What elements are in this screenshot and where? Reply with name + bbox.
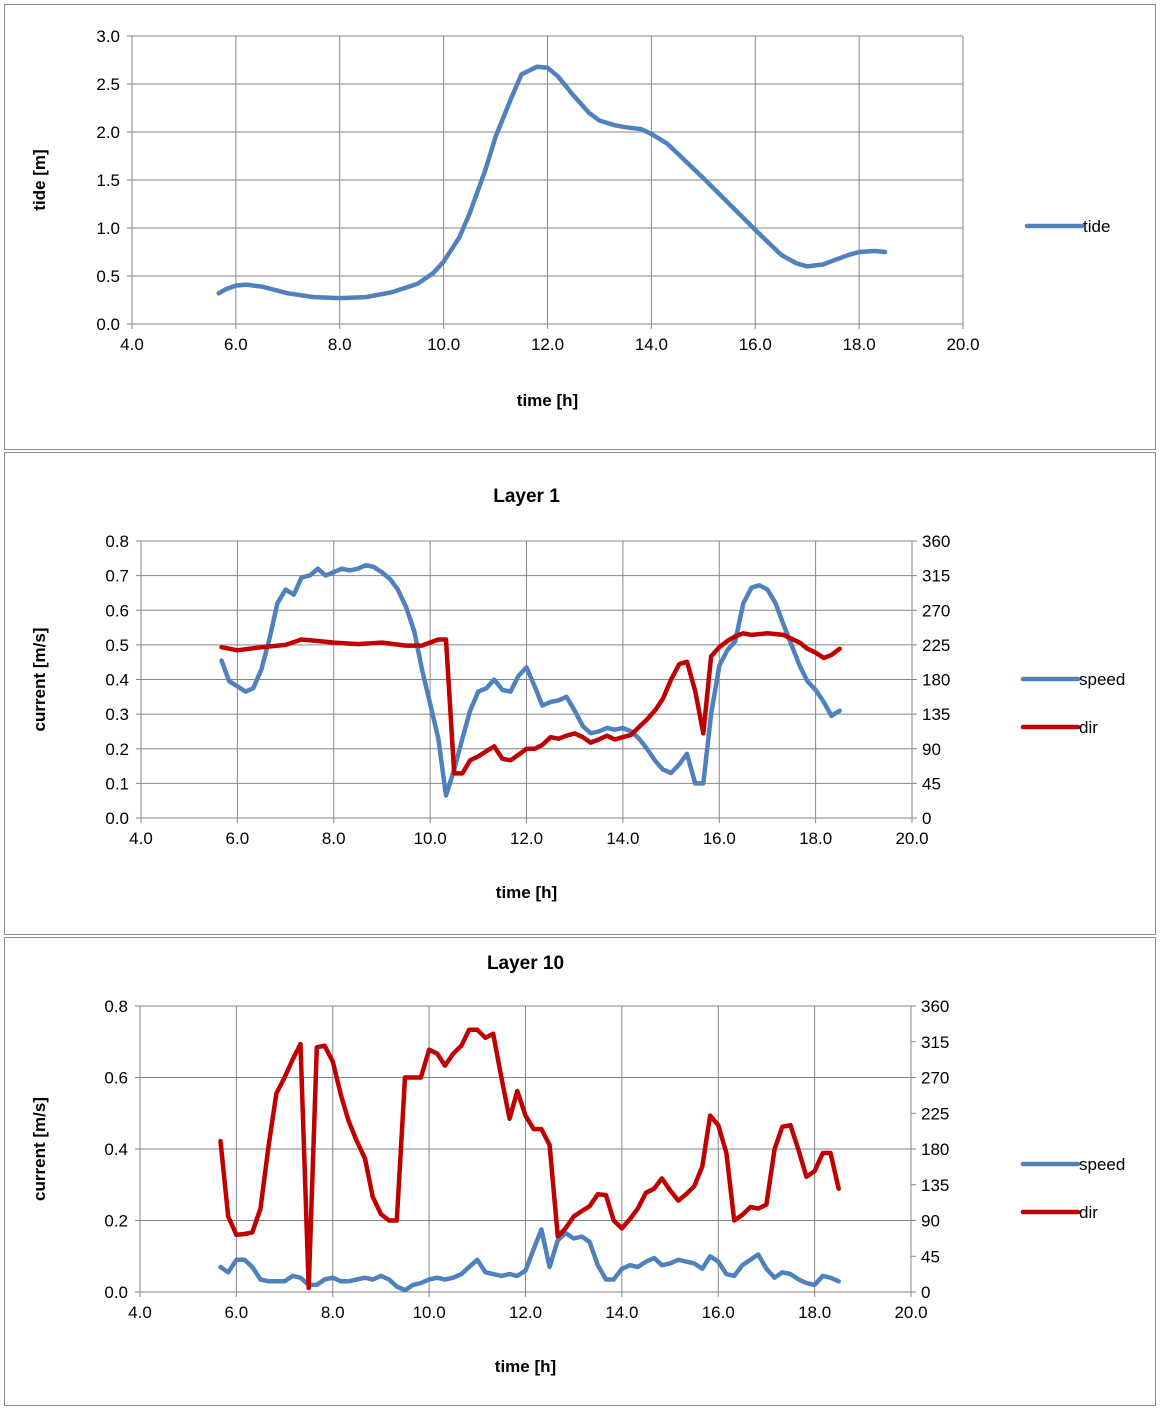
legend-label-speed: speed <box>1079 1155 1125 1174</box>
y2-tick-label: 270 <box>922 601 950 620</box>
x-axis-title: time [h] <box>517 391 578 410</box>
y-tick-label: 0.1 <box>105 774 129 793</box>
y2-tick-label: 180 <box>921 1140 949 1159</box>
y2-tick-label: 270 <box>921 1069 949 1088</box>
x-tick-label: 14.0 <box>605 1303 638 1322</box>
grid <box>131 35 964 325</box>
y-axis-title: current [m/s] <box>30 628 49 732</box>
y-tick-label: 0.0 <box>96 315 120 334</box>
y-tick-label: 0.4 <box>105 671 129 690</box>
legend-label-dir: dir <box>1079 1203 1098 1222</box>
y-tick-label: 0.4 <box>104 1140 128 1159</box>
y2-tick-label: 45 <box>921 1247 940 1266</box>
tide-chart-panel: 4.0 6.0 8.0 10.0 12.0 14.0 16.0 18.0 20.0 0.0 0.5 1… <box>4 4 1156 450</box>
y-tick-label: 0.6 <box>104 1069 128 1088</box>
layer10-chart: 4.0 6.0 8.0 10.0 12.0 14.0 16.0 18.0 20.0 0.0 0.2 0… <box>30 953 1125 1376</box>
x-tick-label: 18.0 <box>843 335 876 354</box>
layer1-chart: 4.0 6.0 8.0 10.0 12.0 14.0 16.0 18.0 20.0 0.0 0.1 0… <box>30 486 1125 902</box>
series-line-speed <box>218 1227 841 1293</box>
y-tick-label: 0.6 <box>105 601 129 620</box>
y2-tick-label: 135 <box>921 1176 949 1195</box>
series-line-dir <box>218 1027 841 1291</box>
x-tick-label: 14.0 <box>635 335 668 354</box>
x-tick-label: 12.0 <box>531 335 564 354</box>
x-tick-label: 6.0 <box>226 829 250 848</box>
x-tick-label: 10.0 <box>427 335 460 354</box>
x-tick-label: 4.0 <box>128 1303 152 1322</box>
series-line-dir <box>219 631 842 776</box>
legend-label-speed: speed <box>1079 670 1125 689</box>
x-tick-label: 20.0 <box>946 335 979 354</box>
y2-tick-label: 315 <box>922 567 950 586</box>
x-tick-label: 8.0 <box>322 829 346 848</box>
x-tick-label: 14.0 <box>606 829 639 848</box>
y2-tick-label: 225 <box>922 636 950 655</box>
y2-tick-label: 45 <box>922 774 941 793</box>
x-tick-label: 8.0 <box>321 1303 345 1322</box>
legend-label-dir: dir <box>1079 718 1098 737</box>
x-tick-label: 6.0 <box>224 335 248 354</box>
y-tick-label: 0.5 <box>105 636 129 655</box>
y-tick-label: 0.0 <box>104 1283 128 1302</box>
y-tick-label: 0.7 <box>105 567 129 586</box>
y2-tick-label: 0 <box>921 1283 930 1302</box>
x-tick-label: 6.0 <box>225 1303 249 1322</box>
layer10-chart-panel: 4.0 6.0 8.0 10.0 12.0 14.0 16.0 18.0 20.0 0.0 0.2 0… <box>4 937 1156 1406</box>
grid <box>139 1005 912 1293</box>
x-axis-title: time [h] <box>495 1357 556 1376</box>
y2-tick-label: 0 <box>922 809 931 828</box>
y-tick-label: 2.5 <box>96 75 120 94</box>
x-tick-label: 10.0 <box>413 1303 446 1322</box>
x-tick-label: 18.0 <box>799 829 832 848</box>
y-tick-label: 3.0 <box>96 27 120 46</box>
y2-tick-label: 135 <box>922 705 950 724</box>
y2-tick-label: 225 <box>921 1104 949 1123</box>
x-tick-label: 16.0 <box>739 335 772 354</box>
y-tick-label: 0.2 <box>105 740 129 759</box>
x-tick-label: 4.0 <box>129 829 153 848</box>
y-tick-label: 0.0 <box>105 809 129 828</box>
x-tick-label: 16.0 <box>703 829 736 848</box>
x-tick-label: 20.0 <box>894 1303 927 1322</box>
y-tick-label: 2.0 <box>96 123 120 142</box>
y-tick-label: 0.8 <box>105 532 129 551</box>
x-tick-label: 8.0 <box>328 335 352 354</box>
y-tick-label: 0.5 <box>96 267 120 286</box>
y-tick-label: 0.8 <box>104 997 128 1016</box>
x-axis-title: time [h] <box>496 883 557 902</box>
legend: speed dir <box>1020 670 1125 737</box>
y2-tick-label: 90 <box>921 1212 940 1231</box>
legend: speed dir <box>1020 1155 1125 1222</box>
y2-tick-label: 360 <box>921 997 949 1016</box>
x-tick-label: 16.0 <box>702 1303 735 1322</box>
chart-title: Layer 1 <box>493 486 560 507</box>
y2-tick-label: 315 <box>921 1033 949 1052</box>
x-tick-label: 4.0 <box>120 335 144 354</box>
y-tick-label: 1.0 <box>96 219 120 238</box>
y-tick-label: 0.2 <box>104 1212 128 1231</box>
layer1-chart-panel: 4.0 6.0 8.0 10.0 12.0 14.0 16.0 18.0 20.0 0.0 0.1 0… <box>4 452 1156 935</box>
y2-tick-label: 360 <box>922 532 950 551</box>
x-tick-label: 18.0 <box>798 1303 831 1322</box>
y-tick-label: 0.3 <box>105 705 129 724</box>
series-line-speed <box>219 562 842 798</box>
y2-tick-label: 180 <box>922 671 950 690</box>
series-line-tide <box>216 64 888 301</box>
x-tick-label: 20.0 <box>895 829 928 848</box>
legend: tide <box>1024 217 1110 236</box>
legend-label-tide: tide <box>1083 217 1110 236</box>
x-tick-label: 10.0 <box>414 829 447 848</box>
y-axis-title: current [m/s] <box>30 1097 49 1201</box>
chart-title: Layer 10 <box>487 953 564 974</box>
x-tick-label: 12.0 <box>509 1303 542 1322</box>
y-axis-title: tide [m] <box>30 149 49 210</box>
x-tick-label: 12.0 <box>510 829 543 848</box>
y2-tick-label: 90 <box>922 740 941 759</box>
tide-chart: 4.0 6.0 8.0 10.0 12.0 14.0 16.0 18.0 20.0 0.0 0.5 1… <box>30 27 1110 410</box>
y-tick-label: 1.5 <box>96 171 120 190</box>
